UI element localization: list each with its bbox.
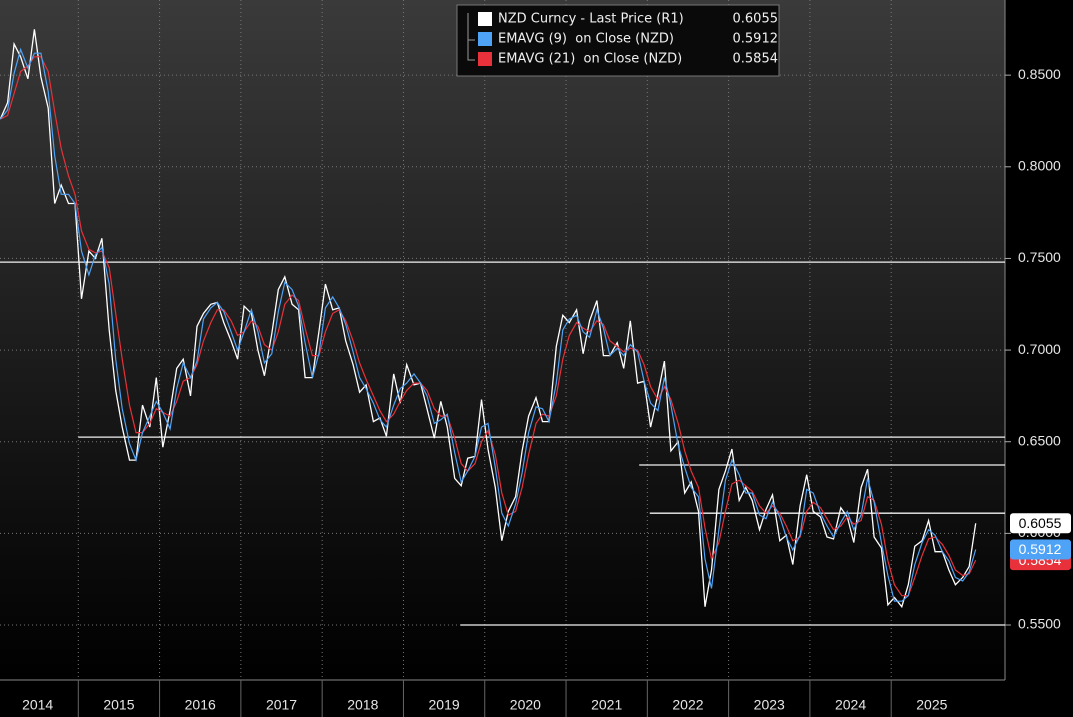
legend-label: EMAVG (9) on Close (NZD) [498,32,674,47]
x-tick-label: 2017 [266,697,297,713]
y-tick-label: 0.7000 [1018,341,1061,357]
x-tick-label: 2014 [22,697,53,713]
last-value-box [1010,513,1071,534]
series-line [0,47,977,602]
x-tick-label: 2020 [510,697,541,713]
x-tick-label: 2024 [835,697,866,713]
legend-swatch [478,52,492,66]
x-tick-label: 2022 [672,697,703,713]
x-tick-label: 2015 [103,697,134,713]
y-tick-label: 0.7500 [1018,249,1061,265]
legend-value: 0.6055 [733,12,779,27]
x-tick-label: 2025 [916,697,947,713]
legend-label: NZD Curncy - Last Price (R1) [498,12,684,27]
x-tick-label: 2019 [429,697,460,713]
plot-area [0,0,1005,680]
y-tick-label: 0.8500 [1018,66,1061,82]
legend-value: 0.5854 [733,52,779,67]
y-tick-label: 0.6500 [1018,432,1061,448]
y-tick-label: 0.8000 [1018,157,1061,173]
x-tick-label: 2023 [754,697,785,713]
legend-label: EMAVG (21) on Close (NZD) [498,52,682,67]
last-value-box [1010,539,1071,560]
last-value-label: 0.6055 [1019,515,1062,531]
y-tick-label: 0.5500 [1018,616,1061,632]
x-tick-label: 2021 [591,697,622,713]
x-tick-label: 2016 [185,697,216,713]
legend: NZD Curncy - Last Price (R1) 0.6055 EMAVG … [456,4,780,77]
legend-swatch [478,32,492,46]
legend-tree [467,13,475,61]
legend-swatch [478,12,492,26]
x-tick-label: 2018 [347,697,378,713]
legend-box [456,4,780,77]
legend-value: 0.5912 [733,32,779,47]
series-line [0,29,977,609]
last-value-label: 0.5912 [1019,541,1062,557]
